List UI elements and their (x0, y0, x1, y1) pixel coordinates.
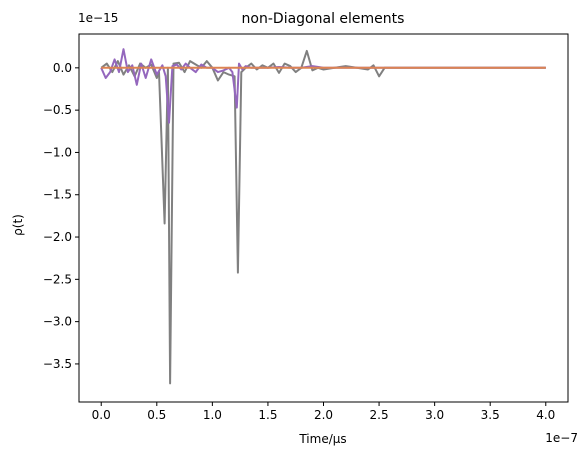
x-tick-label: 0.0 (92, 408, 111, 422)
x-tick-label: 3.0 (425, 408, 444, 422)
y-axis-ticks: 0.0 −0.5 −1.0 −1.5 −2.0 −2.5 −3.0 −3.5 (43, 61, 79, 371)
x-tick-label: 0.5 (147, 408, 166, 422)
chart-title: non-Diagonal elements (242, 11, 405, 27)
y-tick-label: −1.0 (43, 145, 72, 159)
y-tick-label: −3.0 (43, 315, 72, 329)
x-tick-label: 1.0 (203, 408, 222, 422)
y-offset-text: 1e−15 (78, 11, 118, 25)
y-tick-label: −3.5 (43, 357, 72, 371)
x-tick-label: 4.0 (536, 408, 555, 422)
y-tick-label: −1.5 (43, 188, 72, 202)
x-axis-label: Time/μs (298, 432, 346, 446)
y-tick-label: −0.5 (43, 103, 72, 117)
x-tick-label: 3.5 (481, 408, 500, 422)
x-tick-label: 1.5 (258, 408, 277, 422)
x-tick-label: 2.0 (314, 408, 333, 422)
x-axis-ticks: 0.0 0.5 1.0 1.5 2.0 2.5 3.0 3.5 4.0 (92, 402, 555, 422)
x-offset-text: 1e−7 (545, 431, 578, 445)
y-tick-label: 0.0 (53, 61, 72, 75)
y-tick-label: −2.5 (43, 272, 72, 286)
axes-frame (78, 33, 569, 403)
x-tick-label: 2.5 (370, 408, 389, 422)
series-layer (100, 48, 546, 385)
y-axis-label: ρ(t) (11, 214, 25, 236)
y-tick-label: −2.0 (43, 230, 72, 244)
